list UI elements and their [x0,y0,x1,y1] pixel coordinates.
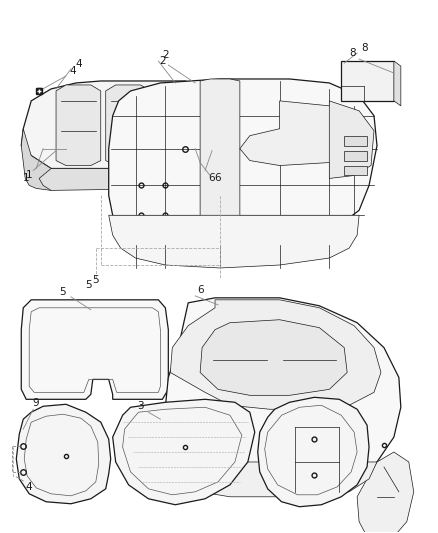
Polygon shape [113,399,255,505]
Polygon shape [16,404,111,504]
Polygon shape [168,462,377,497]
Text: 4: 4 [76,59,82,69]
Text: 1: 1 [23,173,29,183]
Polygon shape [200,79,240,245]
Polygon shape [200,320,347,395]
Text: 6: 6 [197,285,203,295]
Polygon shape [240,101,364,166]
Polygon shape [109,79,377,245]
Text: 3: 3 [137,401,144,411]
Polygon shape [106,85,150,166]
Polygon shape [155,85,200,166]
Polygon shape [39,168,180,190]
Text: 6: 6 [209,173,215,183]
Polygon shape [21,129,51,190]
Polygon shape [109,215,359,268]
Text: 2: 2 [162,50,169,60]
Polygon shape [56,85,101,166]
Text: 8: 8 [361,43,367,53]
Polygon shape [344,151,367,160]
Polygon shape [341,61,394,101]
Polygon shape [329,101,374,179]
Text: 5: 5 [85,280,92,290]
Polygon shape [394,61,401,106]
Text: 4: 4 [26,482,32,492]
Polygon shape [165,298,401,495]
Text: 1: 1 [26,171,32,181]
Polygon shape [21,81,210,168]
Polygon shape [21,300,168,399]
Polygon shape [170,300,381,409]
Polygon shape [344,166,367,175]
Polygon shape [344,136,367,146]
Text: 8: 8 [349,48,356,58]
Text: 6: 6 [215,173,221,183]
Text: 4: 4 [70,66,76,76]
Polygon shape [357,452,414,533]
Polygon shape [258,397,369,507]
Text: 5: 5 [92,275,99,285]
Text: 5: 5 [60,287,66,297]
Text: 2: 2 [159,56,166,66]
Text: 9: 9 [33,398,39,408]
